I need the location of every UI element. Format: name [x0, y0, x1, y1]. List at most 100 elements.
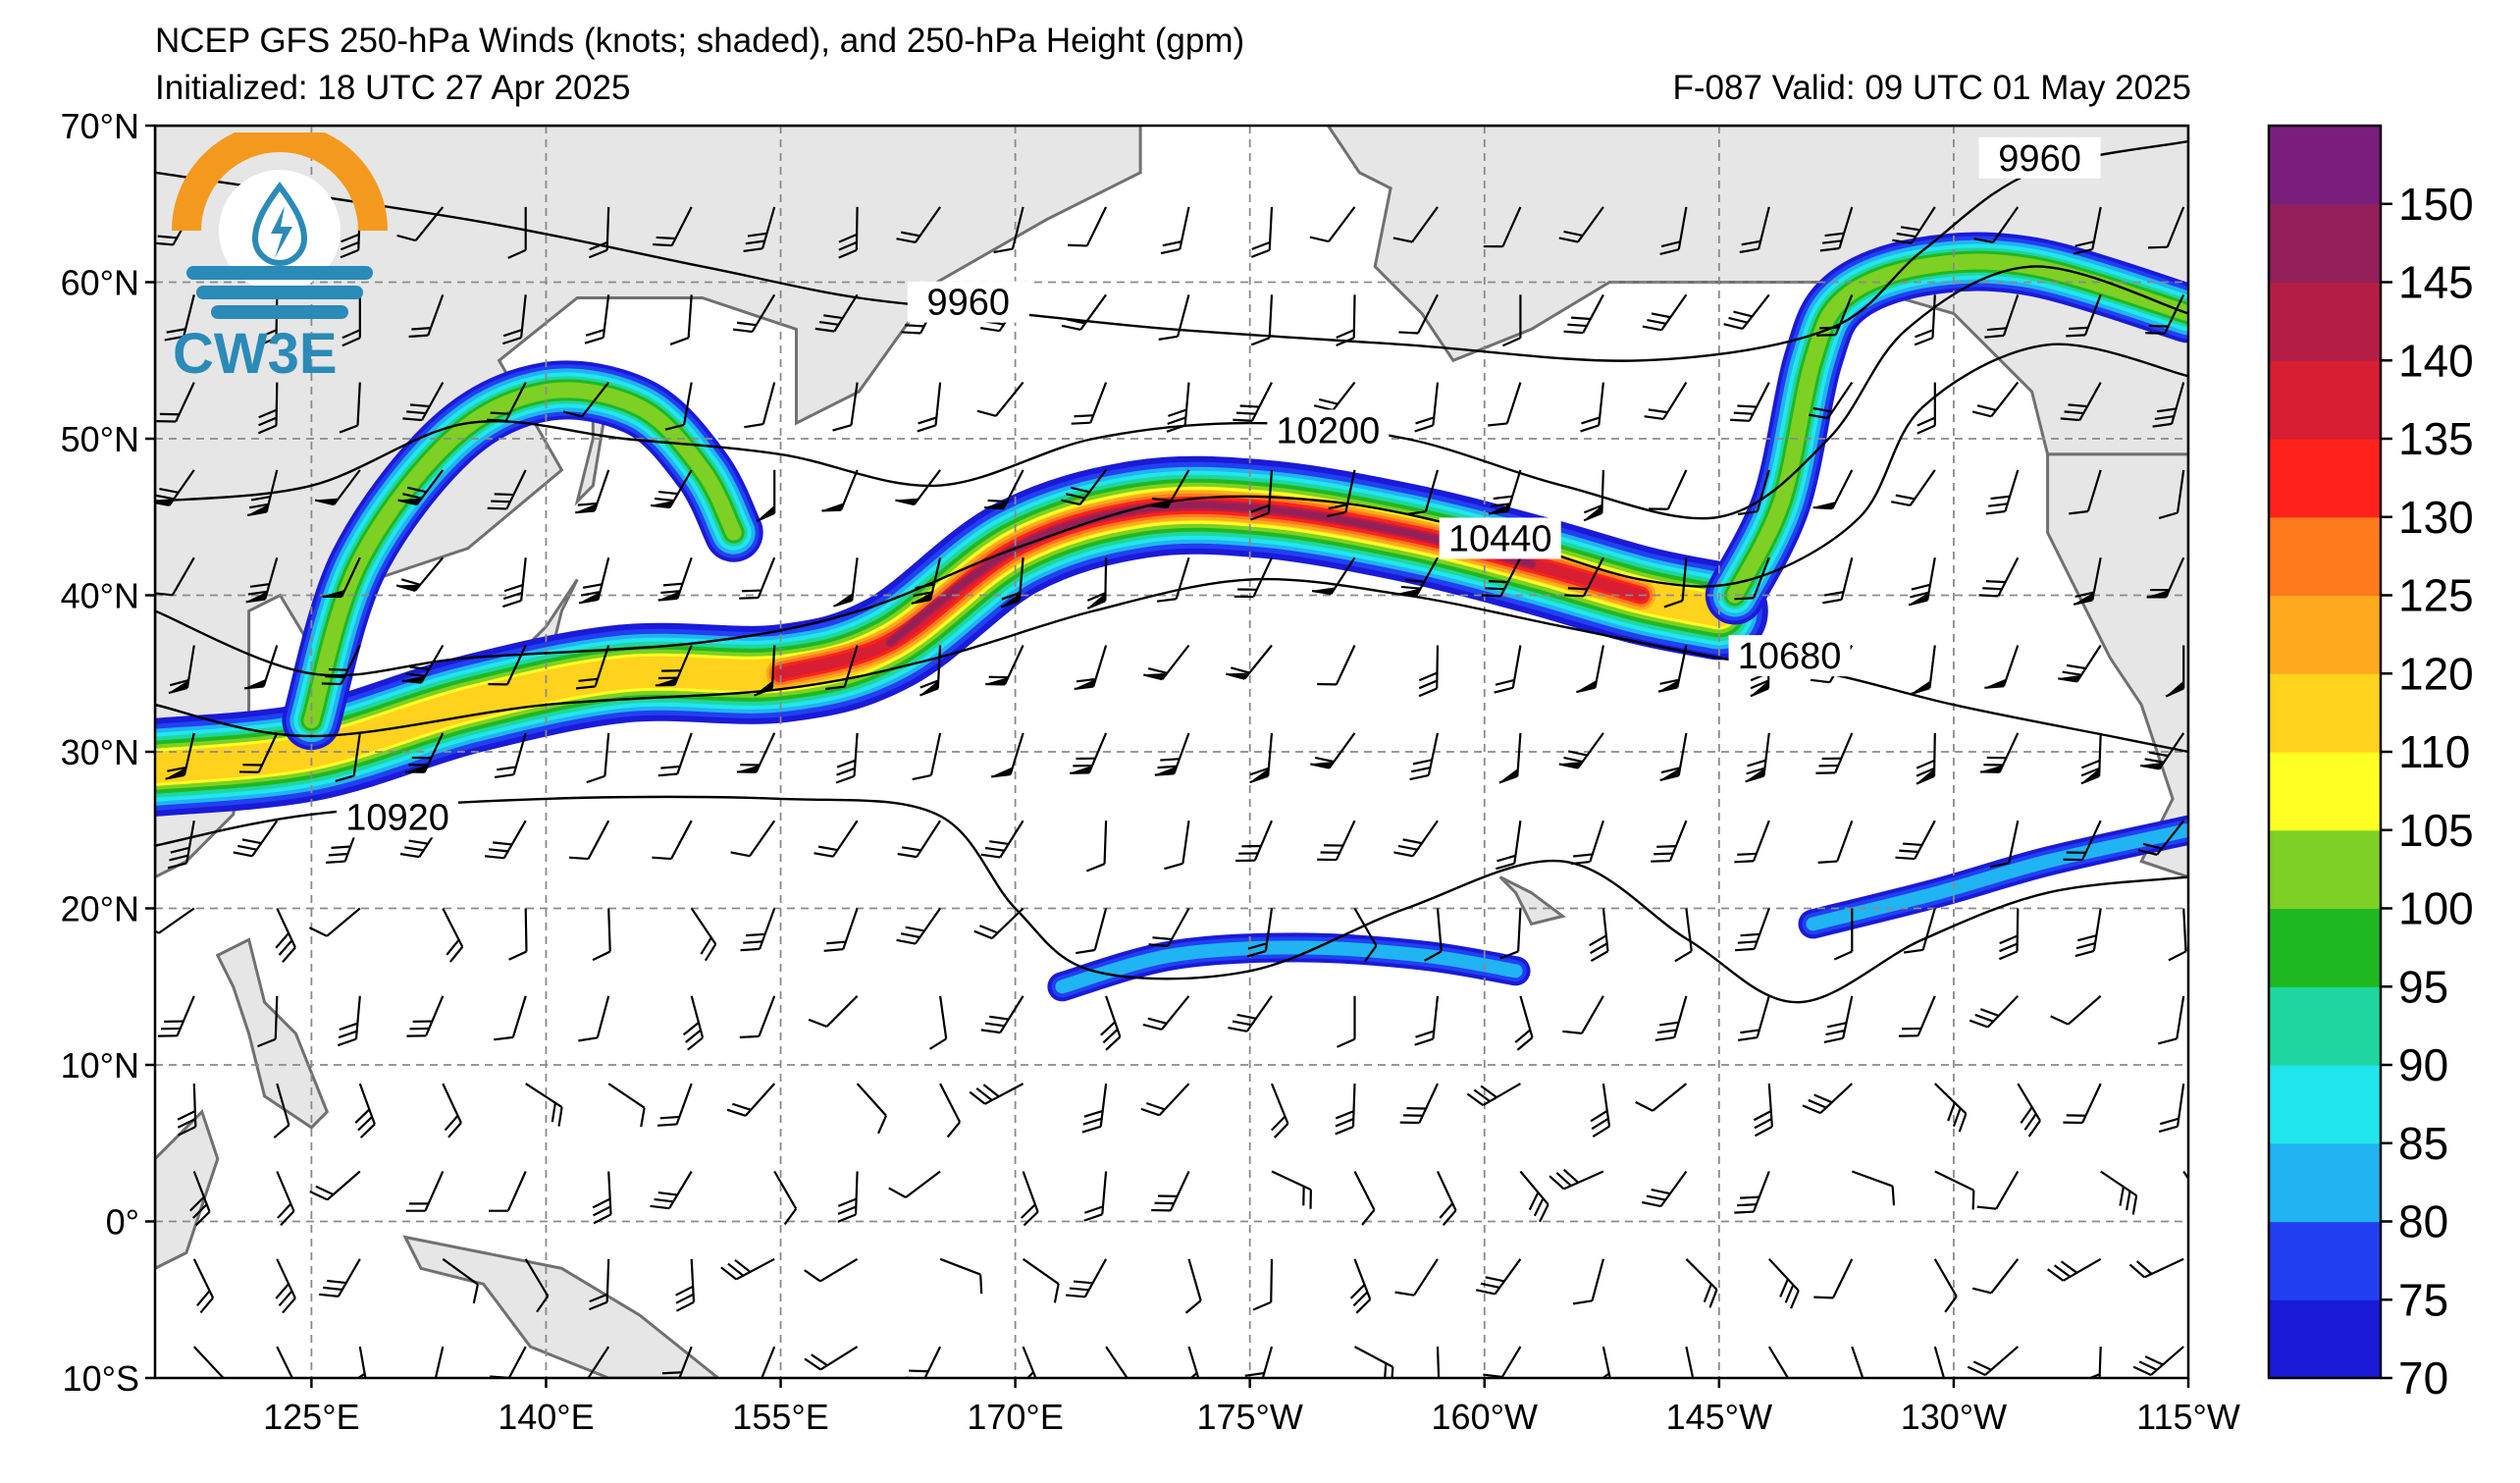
wind-barb — [1437, 1171, 1457, 1226]
wind-barb — [1558, 732, 1604, 769]
wind-barb — [835, 732, 859, 784]
wind-barb — [837, 1171, 859, 1223]
wind-barb — [484, 820, 527, 860]
wind-barb — [1564, 556, 1604, 598]
wind-barb — [157, 995, 195, 1037]
wind-barb — [1898, 995, 1936, 1037]
height-contour-10680 — [155, 577, 2188, 754]
wind-barb — [1022, 1257, 1060, 1303]
wind-barb — [736, 732, 776, 773]
wind-barb — [586, 732, 610, 784]
wind-barb — [939, 1083, 962, 1139]
land-north-america-west — [2046, 452, 2188, 879]
colorbar-label: 120 — [2398, 648, 2474, 699]
wind-barb — [1309, 206, 1356, 243]
logo-wave-1 — [186, 266, 373, 280]
wind-barb — [897, 820, 942, 859]
wind-barb — [2047, 1257, 2102, 1282]
wind-barb — [1353, 1346, 1394, 1378]
wind-barb — [1392, 206, 1439, 243]
wind-barb — [1396, 556, 1439, 597]
wind-barb — [508, 908, 528, 961]
lat-tick-label: 0° — [106, 1202, 139, 1243]
wind-barb — [276, 1171, 295, 1227]
wind-barb — [607, 1083, 646, 1128]
lat-tick-label: 30°N — [61, 732, 139, 772]
wind-barb — [732, 293, 776, 334]
wind-barb — [1685, 1346, 1697, 1378]
wind-barb — [726, 1083, 776, 1117]
wind-barb — [192, 1346, 225, 1378]
colorbar-swatch — [2269, 126, 2381, 205]
lat-tick-label: 60°N — [61, 263, 139, 303]
wind-barb — [1393, 820, 1439, 858]
wind-barb — [808, 995, 859, 1028]
wind-barb — [825, 645, 859, 691]
wind-barb — [1061, 469, 1107, 506]
wind-barb — [402, 382, 445, 422]
wind-barb — [1349, 1258, 1372, 1314]
wind-barb — [1514, 995, 1534, 1051]
wind-barb — [1228, 995, 1273, 1033]
wind-barb — [1753, 1084, 1773, 1138]
colorbar-swatch — [2269, 986, 2381, 1066]
wind-barb — [1833, 908, 1854, 961]
wind-barb — [1337, 995, 1356, 1048]
contour-label-bg — [1978, 136, 2101, 179]
main-jet-max-level-14 — [887, 502, 1535, 646]
colorbar-swatch — [2269, 1221, 2381, 1300]
logo-text: CW3E — [173, 322, 338, 386]
valid-time: F-087 Valid: 09 UTC 01 May 2025 — [1672, 69, 2191, 107]
wind-barb — [1892, 206, 1936, 244]
wind-barb — [155, 556, 195, 597]
wind-barb — [661, 1346, 693, 1378]
wind-barb — [1271, 1170, 1312, 1209]
wind-barb — [592, 908, 611, 962]
wind-barb — [2152, 382, 2185, 428]
wind-barb — [993, 206, 1024, 254]
wind-barb — [1519, 1170, 1549, 1223]
longitude-axis: 125°E 140°E 155°E 170°E 175°W 160°W 145°W 130°W… — [263, 1378, 2240, 1437]
logo-wave-2 — [196, 286, 363, 299]
wind-barb — [675, 1258, 696, 1312]
wind-barb — [1147, 469, 1190, 509]
wind-barb — [1270, 1083, 1289, 1139]
contour-label-bg — [1267, 409, 1390, 451]
wind-barb — [1246, 908, 1274, 958]
wind-barb — [1978, 556, 2020, 598]
wind-barb — [1424, 908, 1443, 962]
wind-barb — [2100, 1170, 2138, 1215]
wind-barb — [1071, 382, 1108, 425]
wind-barb — [652, 820, 693, 861]
wind-barb — [257, 995, 279, 1048]
lat-tick-label: 20°N — [61, 889, 139, 929]
lon-tick-label: 145°W — [1666, 1397, 1772, 1437]
colorbar-swatch — [2269, 908, 2381, 987]
lon-tick-label: 160°W — [1432, 1397, 1538, 1437]
colorbar-swatch — [2269, 829, 2381, 910]
wind-barb — [669, 294, 693, 345]
wind-barb — [1642, 1170, 1688, 1208]
wind-barb — [1730, 382, 1770, 422]
wind-barb — [164, 294, 195, 342]
wind-barb — [1651, 820, 1688, 863]
contour-label: 10680 — [1738, 636, 1842, 677]
wind-barb — [1998, 908, 2020, 961]
wind-barb — [1233, 382, 1273, 422]
wind-barb — [1976, 1170, 2020, 1210]
land-hawaii — [1498, 875, 1566, 927]
wind-barb — [1635, 1083, 1688, 1112]
wind-barb — [502, 557, 527, 609]
wind-barb — [1813, 1258, 1854, 1299]
wind-barb — [1802, 1083, 1854, 1115]
contour-label: 9960 — [1998, 138, 2081, 180]
wind-barb — [1250, 294, 1274, 346]
colorbar-label: 100 — [2398, 883, 2474, 934]
wind-barb — [1353, 907, 1378, 963]
wind-barb — [1984, 293, 2020, 339]
wind-barb — [1414, 995, 1440, 1046]
lat-tick-label: 50°N — [61, 419, 139, 459]
wind-barb — [690, 907, 717, 962]
colorbar-label: 85 — [2398, 1118, 2448, 1169]
wind-barb — [1819, 206, 1854, 252]
